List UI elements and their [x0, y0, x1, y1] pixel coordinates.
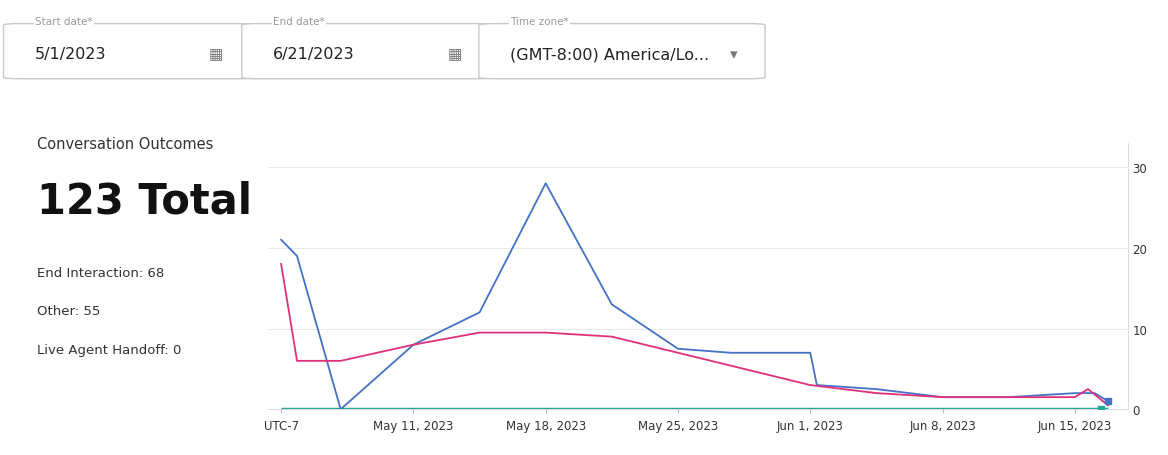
Text: Other: 55: Other: 55: [36, 305, 100, 318]
Text: Live Agent Handoff: 0: Live Agent Handoff: 0: [36, 343, 181, 356]
Text: ▦: ▦: [447, 47, 461, 62]
Text: ▦: ▦: [209, 47, 223, 62]
Text: 6/21/2023: 6/21/2023: [273, 47, 355, 62]
Text: ▾: ▾: [730, 47, 737, 62]
Text: Time zone*: Time zone*: [510, 17, 569, 27]
Text: 123 Total: 123 Total: [36, 180, 252, 222]
Text: Conversation Outcomes: Conversation Outcomes: [36, 137, 213, 152]
Text: (GMT-8:00) America/Lo...: (GMT-8:00) America/Lo...: [510, 47, 709, 62]
FancyBboxPatch shape: [479, 25, 765, 80]
FancyBboxPatch shape: [242, 25, 493, 80]
Text: End date*: End date*: [273, 17, 325, 27]
Text: 5/1/2023: 5/1/2023: [35, 47, 106, 62]
FancyBboxPatch shape: [4, 25, 255, 80]
Text: Start date*: Start date*: [35, 17, 92, 27]
Text: End Interaction: 68: End Interaction: 68: [36, 267, 164, 279]
